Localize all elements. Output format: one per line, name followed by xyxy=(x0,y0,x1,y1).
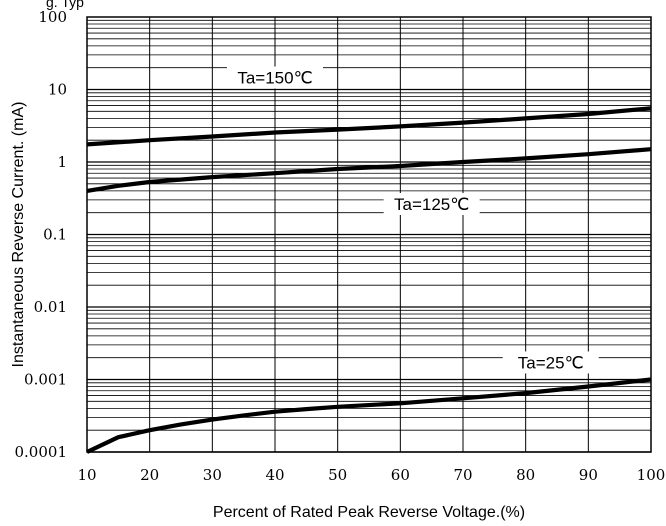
series-annotation: Ta=25℃ xyxy=(518,353,584,372)
x-tick-label: 30 xyxy=(203,466,222,484)
y-tick-labels: 0.0001 0.001 0.01 0.1 1 10 100 xyxy=(15,8,68,461)
annotation-group: Ta=150℃ Ta=125℃ Ta=25℃ xyxy=(227,66,599,374)
plot-frame xyxy=(86,16,652,453)
y-axis-label: Instantaneous Reverse Current. (mA) xyxy=(10,102,27,368)
x-tick-label: 100 xyxy=(637,466,666,484)
series-annotation: Ta=150℃ xyxy=(237,69,312,88)
annotation-background xyxy=(502,351,599,374)
series-annotation: Ta=125℃ xyxy=(394,195,469,214)
x-tick-label: 60 xyxy=(391,466,410,484)
y-tick-label: 100 xyxy=(38,8,67,26)
chart-title: g. Typ xyxy=(46,0,84,10)
y-tick-label: 10 xyxy=(48,81,67,99)
y-tick-label: 0.01 xyxy=(34,298,67,316)
y-tick-label: 0.0001 xyxy=(15,443,68,461)
y-tick-label: 0.001 xyxy=(24,371,67,389)
x-tick-label: 50 xyxy=(328,466,347,484)
x-tick-labels: 10 20 30 40 50 60 70 80 90 100 xyxy=(77,466,665,484)
series-line-0 xyxy=(86,106,652,147)
series-line-1 xyxy=(86,147,652,193)
x-tick-label: 70 xyxy=(453,466,472,484)
series-group xyxy=(86,106,652,454)
x-tick-label: 80 xyxy=(516,466,535,484)
x-tick-label: 10 xyxy=(77,466,96,484)
y-tick-label: 1 xyxy=(57,153,67,171)
x-tick-label: 20 xyxy=(140,466,159,484)
x-tick-label: 90 xyxy=(579,466,598,484)
annotation-background xyxy=(227,66,323,89)
x-axis-label: Percent of Rated Peak Reverse Voltage.(%… xyxy=(213,504,525,521)
series-line-2 xyxy=(86,377,652,454)
x-tick-label: 40 xyxy=(265,466,284,484)
annotation-background xyxy=(383,193,480,216)
y-tick-label: 0.1 xyxy=(43,226,67,244)
